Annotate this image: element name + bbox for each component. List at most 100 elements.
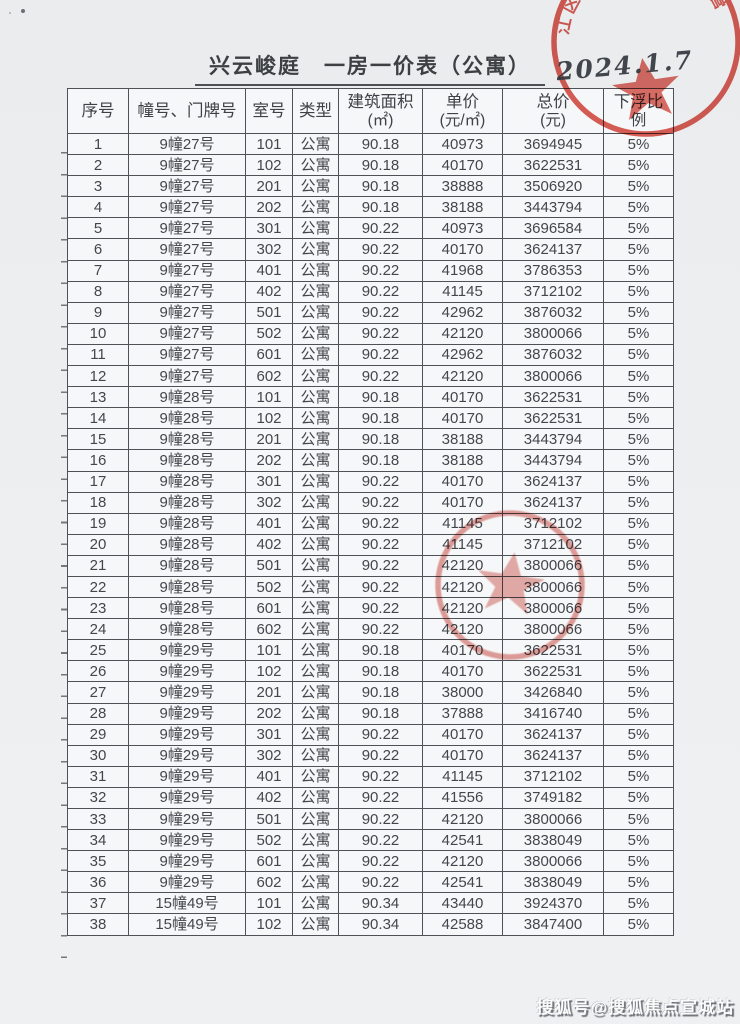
cell-total-price: 3800066 [502,365,604,388]
cell-type: 公寓 [292,322,339,345]
cell-building-number: 9幢27号 [128,132,246,156]
cell-unit-price: 38188 [422,196,503,219]
cell-unit-price: 40170 [422,407,503,430]
cell-total-price: 3876032 [502,343,604,367]
table-row: 38 15幢49号 102 公寓 90.34 42588 3847400 5% [67,913,674,936]
col-header-discount: 下浮比例 [603,88,674,134]
cell-discount-ratio: 5% [603,449,674,472]
table-row: 6 9幢27号 302 公寓 90.22 40170 3624137 5% [67,238,674,261]
cell-total-price: 3622531 [502,154,604,177]
cell-building-number: 9幢29号 [128,871,246,894]
col-header-area: 建筑面积 (㎡) [338,88,423,134]
header-row: 序号 幢号、门牌号 室号 类型 建筑面积 (㎡) 单价 (元/㎡) 总价 (元) 下浮… [67,88,674,134]
cell-unit-price: 42120 [422,554,503,577]
cell-room-number: 202 [245,449,293,472]
cell-unit-price: 42120 [422,850,503,873]
cell-total-price: 3786353 [502,259,604,282]
cell-building-number: 9幢28号 [128,618,246,641]
cell-unit-price: 40170 [422,639,503,662]
cell-type: 公寓 [292,449,339,472]
cell-building-number: 9幢27号 [128,238,246,261]
cell-area: 90.34 [338,913,423,936]
cell-total-price: 3712102 [502,280,604,303]
cell-type: 公寓 [292,850,339,873]
cell-building-number: 9幢27号 [128,175,246,198]
cell-index: 27 [67,681,129,704]
col-header-total-price: 总价 (元) [502,88,604,134]
cell-total-price: 3624137 [502,238,604,261]
table-row: 3 9幢27号 201 公寓 90.18 38888 3506920 5% [67,175,674,198]
table-row: 24 9幢28号 602 公寓 90.22 42120 3800066 5% [67,618,674,641]
cell-discount-ratio: 5% [603,913,674,936]
cell-building-number: 9幢28号 [128,575,246,599]
cell-type: 公寓 [292,765,339,788]
cell-unit-price: 38188 [422,449,503,472]
cell-total-price: 3426840 [502,681,604,704]
cell-index: 3 [67,175,129,198]
cell-unit-price: 42120 [422,365,503,388]
cell-unit-price: 40973 [422,217,503,240]
cell-discount-ratio: 5% [603,238,674,261]
cell-area: 90.18 [338,154,423,177]
cell-building-number: 9幢28号 [128,386,246,409]
cell-room-number: 302 [245,491,293,514]
cell-area: 90.22 [338,533,423,556]
cell-index: 25 [67,639,129,662]
cell-unit-price: 41968 [422,259,503,282]
cell-area: 90.22 [338,744,423,767]
cell-type: 公寓 [292,681,339,704]
cell-unit-price: 42120 [422,597,503,620]
cell-index: 17 [67,470,129,493]
cell-type: 公寓 [292,386,339,409]
cell-discount-ratio: 5% [603,132,674,156]
table-row: 14 9幢28号 102 公寓 90.18 40170 3622531 5% [67,407,674,430]
cell-index: 38 [67,913,129,936]
cell-index: 8 [67,280,129,303]
cell-area: 90.22 [338,575,423,599]
cell-index: 29 [67,723,129,746]
cell-area: 90.22 [338,365,423,388]
cell-discount-ratio: 5% [603,512,674,535]
cell-unit-price: 40170 [422,723,503,746]
table-row: 18 9幢28号 302 公寓 90.22 40170 3624137 5% [67,491,674,514]
cell-total-price: 3749182 [502,786,604,810]
cell-total-price: 3624137 [502,744,604,767]
cell-discount-ratio: 5% [603,301,674,324]
table-row: 34 9幢29号 502 公寓 90.22 42541 3838049 5% [67,829,674,852]
table-row: 25 9幢29号 101 公寓 90.18 40170 3622531 5% [67,639,674,662]
table-row: 33 9幢29号 501 公寓 90.22 42120 3800066 5% [67,807,674,831]
cell-unit-price: 40170 [422,386,503,409]
cell-area: 90.22 [338,259,423,282]
cell-building-number: 9幢27号 [128,217,246,240]
price-table-container: 序号 幢号、门牌号 室号 类型 建筑面积 (㎡) 单价 (元/㎡) 总价 (元) 下浮… [61,88,674,959]
cell-room-number: 202 [245,196,293,219]
cell-unit-price: 40973 [422,132,503,156]
cell-type: 公寓 [292,913,339,936]
col-header-building: 幢号、门牌号 [128,88,246,134]
cell-index: 12 [67,365,129,388]
cell-area: 90.22 [338,554,423,577]
cell-discount-ratio: 5% [603,892,674,915]
cell-building-number: 9幢28号 [128,554,246,577]
cell-area: 90.22 [338,829,423,852]
cell-building-number: 9幢29号 [128,681,246,704]
cell-total-price: 3696584 [502,217,604,240]
cell-unit-price: 40170 [422,238,503,261]
cell-discount-ratio: 5% [603,723,674,746]
cell-building-number: 9幢28号 [128,449,246,472]
cell-total-price: 3624137 [502,723,604,746]
cell-building-number: 9幢28号 [128,491,246,514]
cell-total-price: 3876032 [502,301,604,324]
cell-discount-ratio: 5% [603,765,674,788]
table-row: 29 9幢29号 301 公寓 90.22 40170 3624137 5% [67,723,674,746]
cell-total-price: 3712102 [502,533,604,556]
cell-room-number: 101 [245,639,293,662]
cell-type: 公寓 [292,343,339,367]
cell-discount-ratio: 5% [603,491,674,514]
cell-area: 90.18 [338,386,423,409]
cell-room-number: 401 [245,765,293,788]
table-row: 12 9幢27号 602 公寓 90.22 42120 3800066 5% [67,365,674,388]
cell-type: 公寓 [292,723,339,746]
cell-index: 11 [67,343,129,367]
cell-unit-price: 42588 [422,913,503,936]
